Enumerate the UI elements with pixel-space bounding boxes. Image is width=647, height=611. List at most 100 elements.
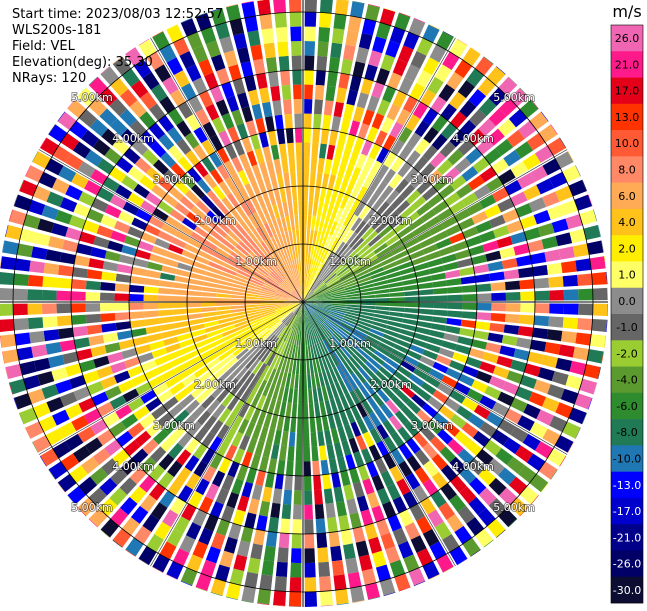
velocity-gate	[490, 313, 506, 322]
velocity-gate	[440, 103, 457, 121]
velocity-gate	[461, 422, 479, 438]
velocity-gate	[325, 274, 339, 285]
velocity-gate	[263, 350, 274, 365]
velocity-gate	[549, 171, 568, 189]
velocity-gate	[312, 245, 318, 260]
velocity-gate	[121, 68, 140, 87]
velocity-gate	[130, 319, 146, 329]
velocity-gate	[506, 456, 525, 475]
velocity-gate	[515, 141, 534, 159]
velocity-gate	[527, 351, 544, 365]
velocity-gate	[413, 332, 429, 342]
velocity-gate	[361, 226, 375, 241]
velocity-gate	[282, 201, 289, 217]
velocity-gate	[250, 275, 265, 285]
velocity-gate	[260, 261, 273, 273]
velocity-gate	[252, 343, 264, 356]
velocity-gate	[310, 329, 317, 344]
velocity-gate	[303, 302, 307, 317]
velocity-gate	[174, 361, 190, 374]
velocity-gate	[256, 265, 270, 277]
velocity-gate	[397, 426, 412, 443]
velocity-gate	[179, 196, 195, 211]
velocity-gate	[547, 384, 565, 400]
velocity-gate	[592, 303, 608, 317]
velocity-gate	[331, 295, 347, 299]
velocity-gate	[45, 342, 62, 355]
velocity-gate	[280, 518, 291, 534]
velocity-gate	[13, 397, 19, 410]
velocity-gate	[303, 302, 309, 316]
velocity-gate	[272, 369, 281, 385]
velocity-gate	[206, 189, 221, 205]
velocity-gate	[574, 393, 593, 410]
velocity-gate	[408, 18, 426, 37]
velocity-gate	[341, 319, 356, 329]
velocity-gate	[346, 338, 360, 351]
velocity-gate	[363, 381, 376, 396]
velocity-gate	[230, 291, 246, 296]
velocity-gate	[383, 7, 396, 12]
velocity-gate	[404, 302, 419, 308]
velocity-gate	[233, 139, 245, 156]
velocity-gate	[304, 475, 312, 491]
velocity-gate	[532, 327, 548, 340]
velocity-gate	[438, 502, 456, 521]
velocity-gate	[282, 246, 290, 262]
velocity-gate	[388, 281, 404, 288]
velocity-gate	[315, 416, 323, 432]
velocity-gate	[292, 291, 303, 302]
velocity-gate	[277, 265, 288, 279]
velocity-gate	[245, 293, 260, 298]
velocity-gate	[397, 365, 413, 379]
velocity-gate	[245, 390, 257, 406]
velocity-gate	[418, 295, 434, 302]
velocity-gate	[227, 338, 242, 349]
velocity-gate	[274, 114, 284, 130]
velocity-gate	[281, 311, 293, 323]
velocity-gate	[306, 274, 312, 289]
velocity-gate	[231, 431, 244, 448]
velocity-gate	[530, 252, 547, 265]
velocity-gate	[429, 541, 447, 560]
velocity-gate	[267, 398, 277, 414]
velocity-gate	[308, 275, 317, 290]
velocity-gate	[344, 284, 359, 291]
velocity-gate	[113, 370, 131, 384]
velocity-gate	[356, 186, 368, 202]
velocity-gate	[216, 201, 230, 216]
velocity-gate	[287, 142, 295, 158]
velocity-gate	[562, 317, 579, 330]
velocity-gate	[337, 456, 348, 472]
velocity-gate	[274, 339, 284, 354]
velocity-gate	[333, 101, 344, 118]
velocity-gate	[358, 384, 371, 399]
velocity-gate	[362, 431, 375, 448]
velocity-gate	[238, 240, 252, 254]
velocity-gate	[368, 411, 382, 428]
velocity-gate	[9, 378, 27, 395]
velocity-gate	[193, 460, 208, 478]
velocity-gate	[179, 535, 196, 553]
velocity-gate	[150, 83, 168, 102]
velocity-gate	[243, 372, 256, 387]
velocity-gate	[435, 354, 452, 366]
velocity-gate	[326, 276, 340, 287]
velocity-gate	[65, 227, 82, 241]
velocity-gate	[292, 504, 302, 520]
velocity-gate	[348, 356, 361, 370]
velocity-gate	[385, 380, 400, 394]
velocity-gate	[434, 521, 452, 540]
velocity-gate	[403, 284, 419, 291]
velocity-gate	[550, 124, 558, 135]
velocity-gate	[89, 76, 108, 96]
velocity-gate	[533, 379, 551, 395]
velocity-gate	[285, 186, 292, 202]
velocity-gate	[209, 453, 224, 470]
velocity-gate	[313, 261, 321, 276]
velocity-gate	[119, 497, 138, 516]
range-ring-label: 2.00km	[370, 378, 412, 391]
velocity-gate	[432, 316, 448, 324]
velocity-gate	[239, 434, 251, 451]
velocity-gate	[355, 434, 367, 451]
